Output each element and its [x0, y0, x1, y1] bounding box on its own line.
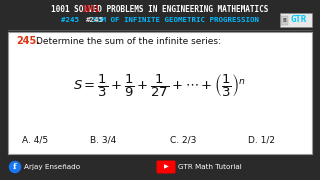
Circle shape — [10, 161, 20, 172]
Text: B. 3/4: B. 3/4 — [90, 136, 116, 145]
FancyBboxPatch shape — [8, 32, 312, 154]
Text: 1001: 1001 — [81, 4, 100, 14]
Text: #245   SUM OF INFINITE GEOMETRIC PROGRESSION: #245 SUM OF INFINITE GEOMETRIC PROGRESSI… — [61, 17, 259, 23]
Text: C. 2/3: C. 2/3 — [170, 136, 196, 145]
Text: ▶: ▶ — [164, 165, 168, 170]
Text: #245: #245 — [86, 17, 104, 23]
FancyBboxPatch shape — [280, 13, 312, 27]
Text: B: B — [283, 17, 286, 22]
Text: f: f — [13, 163, 17, 171]
FancyBboxPatch shape — [281, 16, 288, 25]
Text: Arjay Enseñado: Arjay Enseñado — [24, 164, 80, 170]
Text: GTR: GTR — [291, 15, 307, 24]
Text: GTR Math Tutorial: GTR Math Tutorial — [178, 164, 242, 170]
Text: Determine the sum of the infinite series:: Determine the sum of the infinite series… — [36, 37, 221, 46]
Text: 1001 SOLVED PROBLEMS IN ENGINEERING MATHEMATICS: 1001 SOLVED PROBLEMS IN ENGINEERING MATH… — [51, 4, 269, 14]
Text: A. 4/5: A. 4/5 — [22, 136, 48, 145]
Text: D. 1/2: D. 1/2 — [248, 136, 275, 145]
Text: 245.: 245. — [16, 36, 40, 46]
FancyBboxPatch shape — [156, 161, 175, 174]
Text: $S = \dfrac{1}{3} + \dfrac{1}{9} + \dfrac{1}{27} + \cdots + \left(\dfrac{1}{3}\r: $S = \dfrac{1}{3} + \dfrac{1}{9} + \dfra… — [74, 73, 246, 100]
